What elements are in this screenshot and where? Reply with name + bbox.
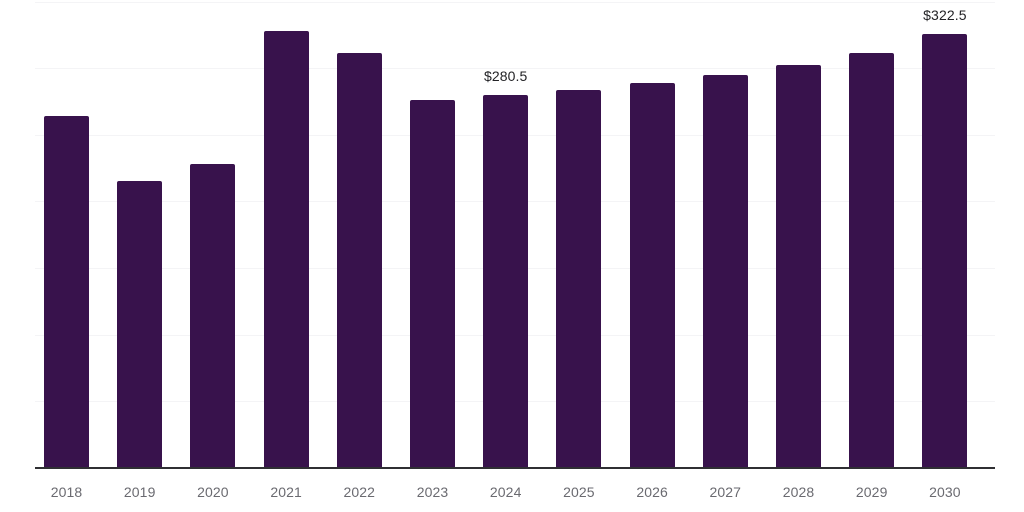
x-axis-line [35, 467, 995, 469]
x-axis-tick-2020: 2020 [197, 484, 229, 500]
bar[interactable] [849, 53, 895, 468]
bar[interactable] [190, 164, 236, 468]
x-axis-tick-2018: 2018 [50, 484, 83, 500]
bar[interactable] [410, 100, 455, 468]
plot-area: $280.5 $322.5 [44, 7, 968, 468]
bar[interactable] [702, 75, 748, 468]
x-axis-tick-2028: 2028 [782, 484, 815, 500]
bar[interactable] [336, 53, 382, 468]
bar-value-label: $280.5 [483, 68, 528, 84]
x-axis-tick-2025: 2025 [563, 484, 595, 500]
gridline [35, 2, 995, 3]
bar[interactable] [44, 116, 89, 468]
bar-value-label: $322.5 [923, 7, 967, 23]
bar[interactable] [629, 83, 675, 468]
x-axis-tick-2019: 2019 [123, 484, 156, 500]
gridline [35, 68, 995, 69]
x-axis-tick-2022: 2022 [343, 484, 376, 500]
x-axis-tick-2021: 2021 [270, 484, 302, 500]
bar[interactable] [483, 95, 529, 468]
bar[interactable] [117, 181, 163, 468]
bar[interactable] [556, 90, 602, 468]
x-axis-tick-2024: 2024 [489, 484, 522, 500]
bar[interactable] [922, 34, 968, 468]
bar[interactable] [263, 31, 309, 468]
x-axis-tick-2029: 2029 [855, 484, 888, 500]
x-axis-tick-2026: 2026 [636, 484, 668, 500]
x-axis-tick-2023: 2023 [416, 484, 449, 500]
x-axis-tick-labels: 2018 2019 2020 2021 2022 2023 2024 2025 2026 2027… [0, 470, 1024, 512]
x-axis-tick-2027: 2027 [709, 484, 742, 500]
x-axis-tick-2030: 2030 [929, 484, 961, 500]
bar[interactable] [776, 65, 821, 468]
